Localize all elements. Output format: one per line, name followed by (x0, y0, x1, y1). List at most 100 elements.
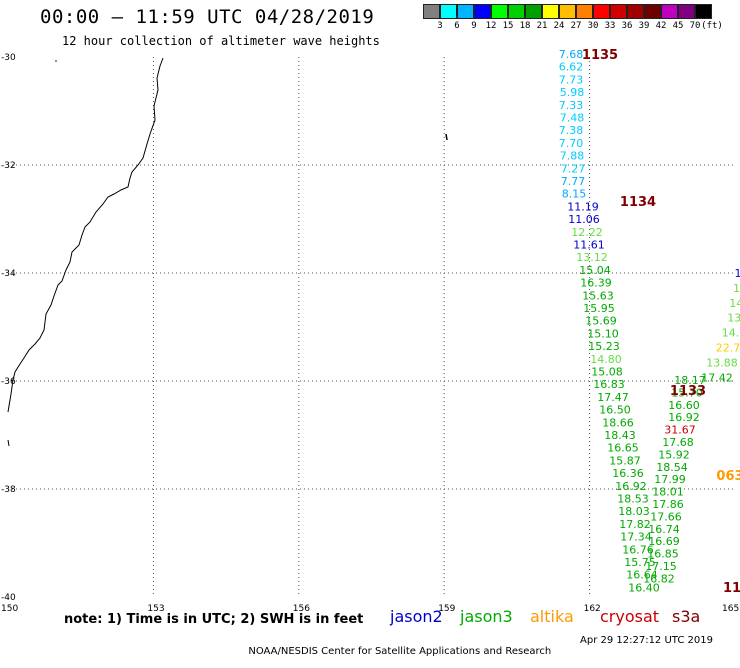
swh-value: 16.36 (612, 467, 644, 480)
swh-value: 16.65 (607, 442, 639, 455)
lon-tick-label: 162 (584, 604, 601, 614)
color-swatch (508, 4, 525, 19)
swh-value: 16.74 (648, 523, 680, 536)
color-scale-label: 39 (639, 21, 650, 31)
color-swatch (576, 4, 593, 19)
coastline-fragment (8, 440, 9, 446)
swh-value: 15.87 (609, 454, 641, 467)
swh-value: 16.92 (668, 411, 700, 424)
swh-value: 5.98 (560, 86, 585, 99)
color-swatch (542, 4, 559, 19)
island-marker (55, 60, 57, 62)
swh-value: 7.77 (561, 175, 586, 188)
color-swatch (457, 4, 474, 19)
swh-value: 15.69 (585, 315, 617, 328)
color-swatch (440, 4, 457, 19)
swh-value: 15.95 (583, 302, 615, 315)
color-swatch (593, 4, 610, 19)
swh-value: 18.66 (602, 416, 634, 429)
footer-credit: NOAA/NESDIS Center for Satellite Applica… (248, 646, 551, 657)
swh-value: 18.54 (656, 461, 688, 474)
swh-value: 17.99 (654, 473, 686, 486)
lon-tick-label: 165 (722, 604, 739, 614)
map-title: 00:00 – 11:59 UTC 04/28/2019 (40, 6, 374, 28)
swh-value: 17.66 (650, 510, 682, 523)
swh-value: 15.92 (658, 448, 690, 461)
color-scale-label: 45 (673, 21, 684, 31)
color-scale-bar (423, 4, 712, 19)
swh-value: 13.12 (576, 251, 608, 264)
color-scale-label: 27 (571, 21, 582, 31)
color-scale-label: 12 (486, 21, 497, 31)
swh-value: 16.92 (615, 480, 647, 493)
swh-value: 7.48 (560, 112, 585, 125)
lat-tick-label: -38 (1, 485, 16, 495)
legend-altika: altika (530, 607, 574, 626)
swh-value: 6.62 (559, 61, 584, 74)
swh-value: 15.08 (591, 366, 623, 379)
swh-value: 7.88 (560, 150, 585, 163)
swh-value: 11.61 (573, 239, 605, 252)
swh-value: 1 (735, 267, 740, 280)
legend-jason3: jason3 (460, 607, 513, 626)
color-scale-label: 9 (471, 21, 476, 31)
color-scale-label: 42 (656, 21, 667, 31)
swh-value: 15.23 (588, 340, 620, 353)
color-scale-label: 21 (537, 21, 548, 31)
swh-value: 15.63 (582, 289, 614, 302)
swh-value: 14.7 (722, 327, 740, 340)
color-swatch (491, 4, 508, 19)
color-scale-label: 18 (520, 21, 531, 31)
swh-value: 31.67 (664, 424, 696, 437)
island-marker (446, 134, 447, 140)
swh-value: 7.68 (559, 48, 584, 61)
color-scale-label: (ft) (701, 21, 723, 31)
color-scale-label: 36 (622, 21, 633, 31)
pass-label: 1134 (620, 195, 656, 210)
swh-value: 14.80 (590, 353, 622, 366)
color-swatch (627, 4, 644, 19)
color-swatch (423, 4, 440, 19)
swh-value: 7.27 (561, 162, 586, 175)
swh-value: 17.86 (652, 498, 684, 511)
swh-value: 17.34 (620, 531, 652, 544)
swh-value: 7.70 (559, 137, 584, 150)
swh-observations: 7.686.627.735.987.337.487.387.707.887.27… (559, 48, 740, 596)
swh-value: 18.43 (604, 429, 636, 442)
swh-value: 17.82 (619, 518, 651, 531)
legend-s3a: s3a (672, 607, 700, 626)
color-swatch (678, 4, 695, 19)
swh-value: 12.22 (571, 226, 603, 239)
swh-value: 16.50 (599, 404, 631, 417)
swh-value: 14. (729, 297, 740, 310)
swh-value: 8.15 (562, 188, 587, 201)
color-scale-label: 24 (554, 21, 565, 31)
lat-tick-label: -40 (1, 593, 16, 603)
color-swatch (661, 4, 678, 19)
pass-label: 1133 (670, 384, 706, 399)
units-note: note: 1) Time is in UTC; 2) SWH is in fe… (64, 612, 363, 627)
color-swatch (525, 4, 542, 19)
lat-tick-label: -34 (1, 269, 16, 279)
color-swatch (695, 4, 712, 19)
swh-value: 17.68 (662, 436, 694, 449)
color-scale-label: 15 (503, 21, 514, 31)
color-swatch (610, 4, 627, 19)
lat-tick-label: -36 (1, 377, 16, 387)
swh-value: 16.83 (593, 378, 625, 391)
swh-value: 15.04 (579, 264, 611, 277)
swh-value: 22.7 (716, 342, 740, 355)
color-scale-label: 30 (588, 21, 599, 31)
lon-tick-label: 150 (1, 604, 18, 614)
swh-value: 7.38 (559, 124, 584, 137)
swh-value: 16.60 (668, 399, 700, 412)
color-swatch (474, 4, 491, 19)
swh-value: 16.85 (647, 548, 679, 561)
swh-value: 18.03 (618, 505, 650, 518)
lat-tick-label: -32 (1, 161, 16, 171)
swh-value: 12 (733, 282, 740, 295)
footer-timestamp: Apr 29 12:27:12 UTC 2019 (580, 635, 713, 646)
map-subtitle: 12 hour collection of altimeter wave hei… (62, 34, 380, 48)
